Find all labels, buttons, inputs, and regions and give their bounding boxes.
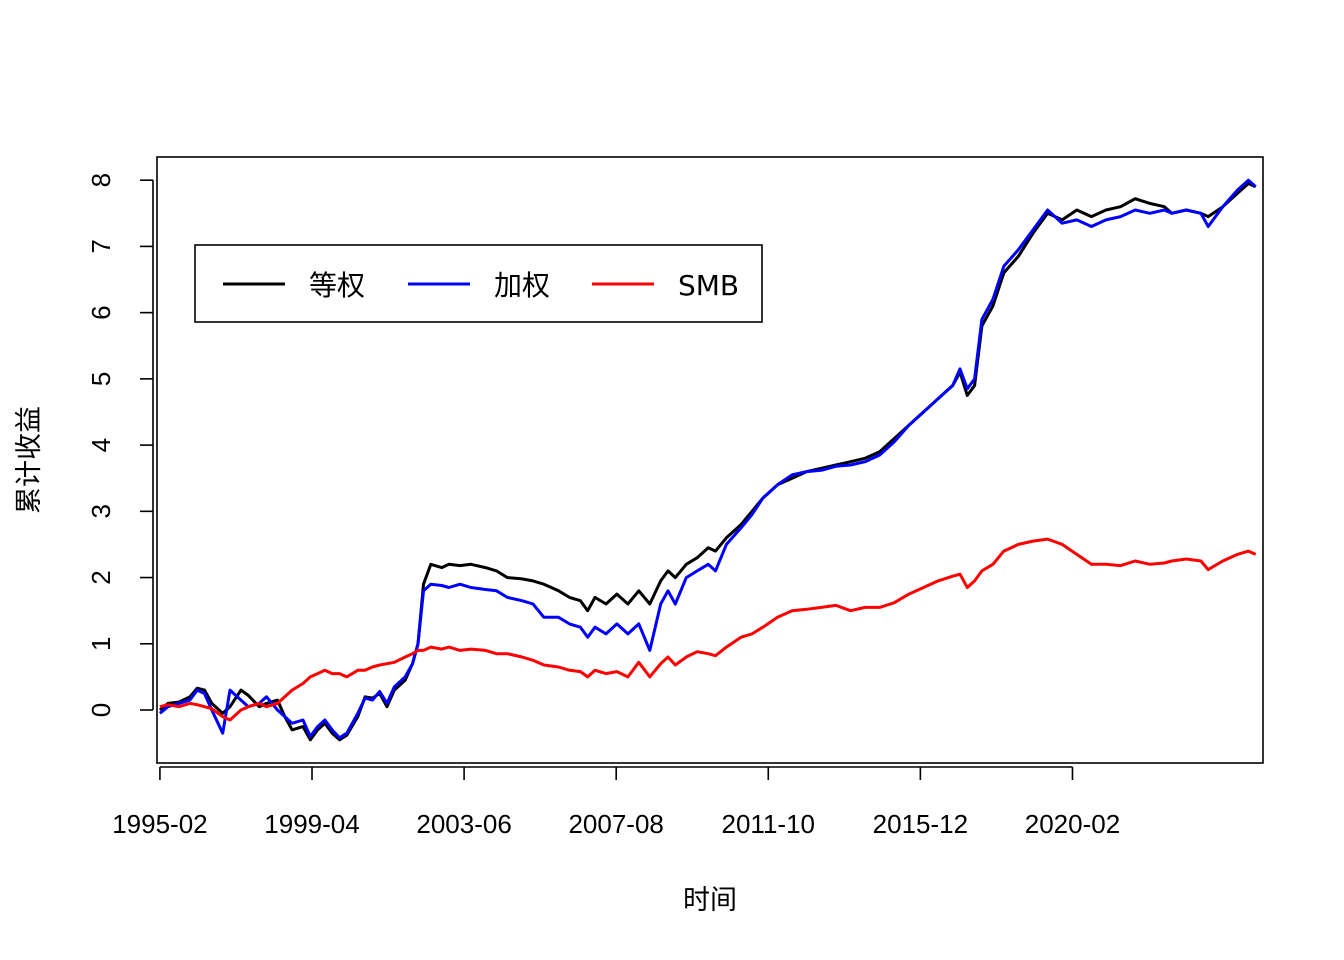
- legend-label-1: 加权: [494, 269, 550, 302]
- legend-label-0: 等权: [309, 269, 365, 302]
- x-tick-label-6: 2020-02: [1025, 809, 1120, 839]
- plot-frame: [156, 156, 1264, 764]
- y-tick-label-0: 0: [86, 703, 116, 717]
- x-tick-label-5: 2015-12: [873, 809, 968, 839]
- y-axis-title: 累计收益: [14, 406, 45, 514]
- y-tick-label-1: 1: [86, 637, 116, 651]
- x-tick-label-1: 1999-04: [264, 809, 359, 839]
- y-tick-label-6: 6: [86, 305, 116, 319]
- y-tick-label-2: 2: [86, 570, 116, 584]
- x-tick-label-4: 2011-10: [722, 809, 816, 839]
- legend: 等权 加权 SMB: [194, 244, 763, 323]
- x-axis: 1995-02 1999-04 2003-06 2007-08 2011-10 2015-…: [112, 766, 1120, 839]
- x-tick-label-2: 2003-06: [416, 809, 511, 839]
- y-tick-label-4: 4: [86, 438, 116, 452]
- y-tick-label-3: 3: [86, 504, 116, 518]
- y-tick-label-8: 8: [86, 173, 116, 187]
- x-axis-title: 时间: [683, 885, 737, 916]
- series-line-1: [158, 178, 1257, 740]
- y-axis: 0 1 2 3 4 5 6 7 8: [86, 173, 154, 717]
- series-line-2: [159, 537, 1257, 722]
- x-tick-label-3: 2007-08: [568, 809, 663, 839]
- legend-box: [194, 244, 763, 323]
- y-tick-label-7: 7: [86, 239, 116, 253]
- y-tick-label-5: 5: [86, 372, 116, 386]
- x-tick-label-0: 1995-02: [112, 809, 207, 839]
- legend-label-2: SMB: [678, 269, 739, 302]
- series-layer: [158, 178, 1257, 742]
- series-line-0: [158, 182, 1257, 742]
